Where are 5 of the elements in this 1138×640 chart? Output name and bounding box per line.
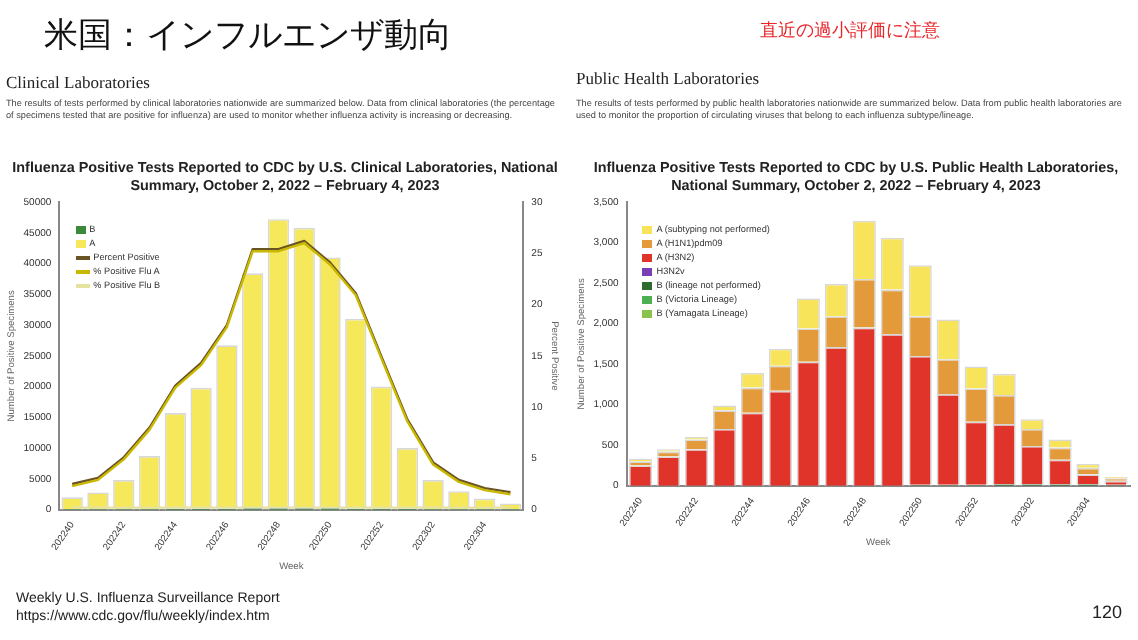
text: 直近の過小評価に注意: [760, 19, 940, 44]
text: 120: [1092, 602, 1123, 622]
text: Public Health Laboratories: [576, 68, 760, 88]
text: Clinical Laboratories: [6, 72, 150, 92]
text: 米国：インフルエンザ動向: [44, 14, 452, 58]
